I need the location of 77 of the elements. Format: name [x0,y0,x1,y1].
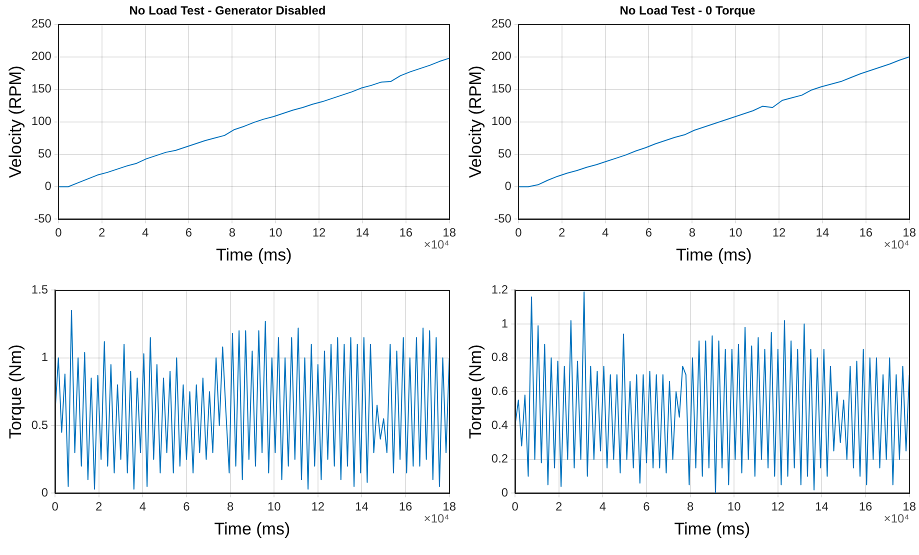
y-tick-label: 50 [498,146,512,161]
y-tick-label: 1.5 [31,282,48,297]
x-tick-label: 4 [602,226,609,240]
x-tick-label: 8 [686,500,694,514]
x-tick-label: 6 [185,226,192,240]
y-tick-label: 0.6 [491,384,508,398]
y-axis-title: Velocity (RPM) [6,66,25,178]
x-tick-label: 18 [442,226,456,240]
y-tick-label: 1 [501,316,508,330]
y-tick-label: -50 [34,212,52,226]
y-tick-label: 100 [491,114,512,128]
text: ×10⁴ [424,238,450,252]
x-tick-label: 12 [771,500,785,514]
y-tick-label: 250 [31,16,52,31]
x-tick-label: 18 [902,500,916,514]
x-tick-label: 12 [772,226,786,240]
x-tick-label: 12 [311,500,325,514]
y-tick-label: 1.2 [491,282,508,297]
x-tick-label: 16 [859,226,873,240]
x-tick-label: 10 [727,500,742,514]
x-axis-title: Time (ms) [676,245,752,264]
y-tick-label: 0 [501,486,508,500]
x-tick-label: 2 [558,226,566,240]
y-tick-label: 0.2 [491,452,508,466]
x-tick-label: 0 [515,226,522,240]
x-tick-label: 10 [268,226,283,240]
y-tick-label: 0 [504,179,512,194]
y-tick-label: 250 [491,16,512,31]
text: ×10⁴ [424,512,450,526]
x-tick-label: 2 [556,500,563,514]
y-tick-label: 100 [31,114,52,128]
x-tick-label: 18 [902,226,916,240]
x-tick-label: 2 [96,500,103,514]
x-tick-label: 6 [183,500,190,514]
x-axis-title: Time (ms) [674,519,750,538]
y-tick-label: 200 [491,49,512,64]
text: ×10⁴ [884,512,910,526]
x-tick-label: 8 [226,500,234,514]
y-tick-label: 0.8 [491,350,508,364]
x-tick-label: 8 [228,226,236,240]
x-tick-label: 14 [816,226,830,240]
x-tick-label: 4 [139,500,146,514]
y-axis-title: Torque (Nm) [6,344,25,439]
y-axis-title: Velocity (RPM) [466,66,485,178]
x-tick-label: 10 [728,226,743,240]
x-tick-label: 14 [356,226,370,240]
y-tick-label: 200 [31,49,52,64]
y-tick-label: 0 [44,179,52,194]
x-tick-label: 10 [267,500,282,514]
x-axis-title: Time (ms) [216,245,292,264]
x-tick-label: 16 [398,500,413,514]
x-tick-label: 14 [815,500,829,514]
x-tick-label: 4 [599,500,606,514]
y-tick-label: -50 [494,212,512,226]
y-tick-label: 0 [41,486,48,500]
x-tick-label: 8 [688,226,696,240]
y-tick-label: 1 [41,350,48,364]
x-axis-title: Time (ms) [214,519,290,538]
chart-title: No Load Test - Generator Disabled [129,4,326,18]
x-tick-label: 6 [643,500,650,514]
x-tick-label: 12 [312,226,326,240]
y-tick-label: 50 [38,146,52,161]
x-tick-label: 16 [399,226,413,240]
x-tick-label: 6 [645,226,652,240]
y-tick-label: 0.5 [31,418,48,432]
x-tick-label: 14 [355,500,369,514]
x-tick-label: 16 [858,500,873,514]
chart-title: No Load Test - 0 Torque [620,4,756,18]
x-tick-label: 2 [98,226,106,240]
x-tick-label: 0 [55,226,62,240]
x-tick-label: 4 [142,226,149,240]
x-tick-label: 18 [442,500,456,514]
y-tick-label: 150 [491,82,512,96]
y-axis-title: Torque (Nm) [466,344,485,439]
y-tick-label: 150 [31,82,52,96]
text: ×10⁴ [884,238,910,252]
y-tick-label: 0.4 [491,418,508,432]
